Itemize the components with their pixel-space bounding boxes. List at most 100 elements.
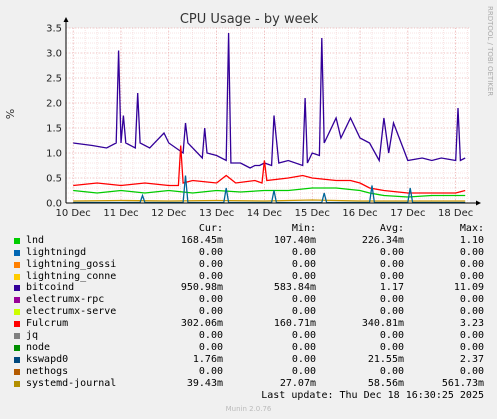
- legend-max: 0.00: [459, 270, 484, 282]
- axes: 0.0 0.5 1.0 1.5 2.0 2.5 3.0 3.5 10 Dec 11 Dec 12 D…: [46, 17, 481, 219]
- legend-row: kswapd0 1.76m 0.00 21.55m 2.37: [14, 354, 484, 366]
- legend-swatch: [14, 297, 20, 304]
- legend-table: Cur: Min: Avg: Max: lnd 168.45m 107.40m 226…: [14, 223, 484, 389]
- legend-header-spacer: [14, 226, 20, 232]
- last-update: Last update: Thu Dec 18 16:30:25 2025: [261, 390, 484, 401]
- legend-cur: 1.76m: [192, 353, 223, 365]
- y-tick-label: 0.5: [46, 174, 62, 185]
- legend-min: 27.07m: [279, 377, 316, 389]
- legend-max: 3.23: [459, 318, 484, 330]
- legend-cur: 0.00: [198, 330, 223, 342]
- legend-row: lightning_gossi 0.00 0.00 0.00 0.00: [14, 259, 484, 271]
- legend-min: 160.71m: [273, 318, 316, 330]
- x-tick-label: 15 Dec: [295, 208, 330, 219]
- legend-cur: 168.45m: [180, 234, 223, 246]
- legend-max: 0.00: [459, 330, 484, 342]
- legend-cur: 0.00: [198, 341, 223, 353]
- legend-min: 0.00: [291, 341, 316, 353]
- legend-avg: 21.55m: [367, 353, 404, 365]
- y-tick-label: 1.5: [46, 124, 62, 135]
- legend-name: lightning_conne: [26, 270, 117, 282]
- x-tick-label: 12 Dec: [151, 208, 186, 219]
- legend-max: 0.00: [459, 246, 484, 258]
- legend-min: 0.00: [291, 306, 316, 318]
- legend-min: 0.00: [291, 246, 316, 258]
- legend-avg: 0.00: [379, 246, 404, 258]
- legend-name: lightningd: [26, 246, 87, 258]
- y-axis-label: %: [4, 109, 17, 119]
- legend-max: 0.00: [459, 258, 484, 270]
- legend-swatch: [14, 332, 20, 339]
- legend-name: jq: [26, 330, 39, 342]
- grid: [66, 27, 470, 204]
- legend-row: lightning_conne 0.00 0.00 0.00 0.00: [14, 271, 484, 283]
- legend-swatch: [14, 237, 20, 244]
- legend-row: electrumx-rpc 0.00 0.00 0.00 0.00: [14, 294, 484, 306]
- legend-row: bitcoind 950.98m 583.84m 1.17 11.09: [14, 282, 484, 294]
- legend-header-cur: Cur:: [198, 223, 223, 234]
- cpu-usage-chart: CPU Usage - by week RRDTOOL / TOBI OETIK…: [4, 6, 494, 219]
- legend-header: Cur: Min: Avg: Max:: [14, 223, 484, 235]
- series-line-fulcrum: [73, 145, 466, 194]
- legend-swatch: [14, 261, 20, 268]
- legend-row: Fulcrum 302.06m 160.71m 340.81m 3.23: [14, 318, 484, 330]
- legend-cur: 0.00: [198, 246, 223, 258]
- legend-swatch: [14, 344, 20, 351]
- legend-row: jq 0.00 0.00 0.00 0.00: [14, 330, 484, 342]
- y-tick-label: 1.0: [46, 149, 62, 160]
- munin-version: Munin 2.0.76: [225, 405, 272, 413]
- legend-avg: 0.00: [379, 341, 404, 353]
- legend-max: 0.00: [459, 294, 484, 306]
- legend-max: 0.00: [459, 306, 484, 318]
- legend-name: lightning_gossi: [26, 258, 117, 270]
- legend-avg: 0.00: [379, 294, 404, 306]
- legend-min: 0.00: [291, 258, 316, 270]
- y-tick-label: 2.5: [46, 74, 62, 85]
- legend-cur: 0.00: [198, 306, 223, 318]
- rrdtool-credit: RRDTOOL / TOBI OETIKER: [486, 6, 494, 96]
- legend-row: electrumx-serve 0.00 0.00 0.00 0.00: [14, 306, 484, 318]
- legend-cur: 0.00: [198, 365, 223, 377]
- x-tick-label: 16 Dec: [342, 208, 377, 219]
- legend-swatch: [14, 285, 20, 292]
- legend-row: systemd-journal 39.43m 27.07m 58.56m 561.73m: [14, 378, 484, 390]
- legend-min: 0.00: [291, 365, 316, 377]
- legend-max: 0.00: [459, 365, 484, 377]
- x-tick-label: 14 Dec: [247, 208, 282, 219]
- legend-cur: 950.98m: [180, 282, 223, 294]
- legend-max: 11.09: [453, 282, 484, 294]
- y-tick-label: 2.0: [46, 99, 62, 110]
- legend-avg: 340.81m: [361, 318, 404, 330]
- legend-name: electrumx-serve: [26, 306, 117, 318]
- legend-cur: 0.00: [198, 258, 223, 270]
- legend-header-avg: Avg:: [379, 223, 404, 234]
- legend-avg: 0.00: [379, 258, 404, 270]
- x-axis-arrow: [476, 200, 481, 206]
- legend-row: lnd 168.45m 107.40m 226.34m 1.10: [14, 235, 484, 247]
- legend-min: 0.00: [291, 270, 316, 282]
- legend-avg: 0.00: [379, 306, 404, 318]
- legend-swatch: [14, 273, 20, 280]
- legend-swatch: [14, 321, 20, 328]
- legend-min: 583.84m: [273, 282, 316, 294]
- legend-row: lightningd 0.00 0.00 0.00 0.00: [14, 247, 484, 259]
- plot-area: [66, 28, 470, 203]
- legend-min: 0.00: [291, 353, 316, 365]
- legend-swatch: [14, 249, 20, 256]
- legend-min: 0.00: [291, 330, 316, 342]
- x-tick-label: 10 Dec: [56, 208, 91, 219]
- legend-name: kswapd0: [26, 353, 69, 365]
- x-tick-label: 11 Dec: [103, 208, 138, 219]
- legend-min: 0.00: [291, 294, 316, 306]
- legend-swatch: [14, 356, 20, 363]
- legend-name: bitcoind: [26, 282, 75, 294]
- legend-name: electrumx-rpc: [26, 294, 105, 306]
- legend-min: 107.40m: [273, 234, 316, 246]
- legend-avg: 0.00: [379, 270, 404, 282]
- legend-row: nethogs 0.00 0.00 0.00 0.00: [14, 366, 484, 378]
- legend-avg: 0.00: [379, 330, 404, 342]
- legend-name: lnd: [26, 234, 45, 246]
- series-line-lnd: [73, 187, 466, 198]
- legend-avg: 1.17: [379, 282, 404, 294]
- legend-cur: 302.06m: [180, 318, 223, 330]
